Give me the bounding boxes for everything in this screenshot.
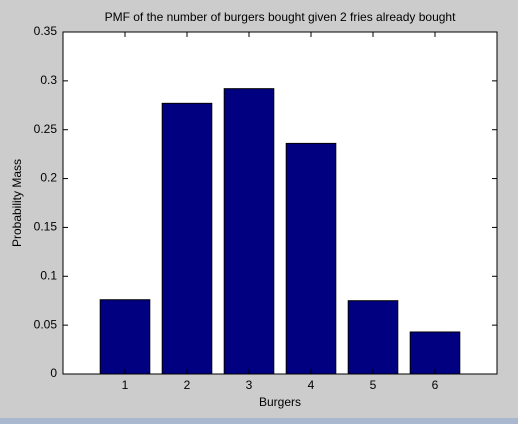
x-tick-label: 3: [246, 378, 253, 392]
bar: [409, 331, 461, 375]
y-tick-label: 0: [50, 366, 57, 380]
x-tick-label: 5: [370, 378, 377, 392]
x-tick-label: 6: [432, 378, 439, 392]
y-tick-label: 0.3: [40, 73, 57, 87]
chart-title: PMF of the number of burgers bought give…: [105, 10, 457, 24]
x-tick-label: 1: [122, 378, 129, 392]
bar: [285, 142, 337, 375]
x-tick-label: 4: [308, 378, 315, 392]
bar: [223, 88, 275, 375]
y-tick-label: 0.15: [34, 220, 58, 234]
x-axis-label: Burgers: [259, 395, 301, 409]
y-tick-label: 0.35: [34, 24, 58, 38]
axes-frame: [62, 31, 498, 375]
x-tick-label: 2: [184, 378, 191, 392]
bar: [161, 102, 213, 375]
bar: [347, 300, 399, 375]
y-tick-label: 0.25: [34, 122, 58, 136]
window-edge: [0, 418, 518, 424]
y-tick-label: 0.2: [40, 171, 57, 185]
y-tick-label: 0.1: [40, 268, 57, 282]
y-tick-label: 0.05: [34, 317, 58, 331]
y-axis-label: Probability Mass: [10, 159, 24, 247]
bar: [99, 299, 151, 375]
